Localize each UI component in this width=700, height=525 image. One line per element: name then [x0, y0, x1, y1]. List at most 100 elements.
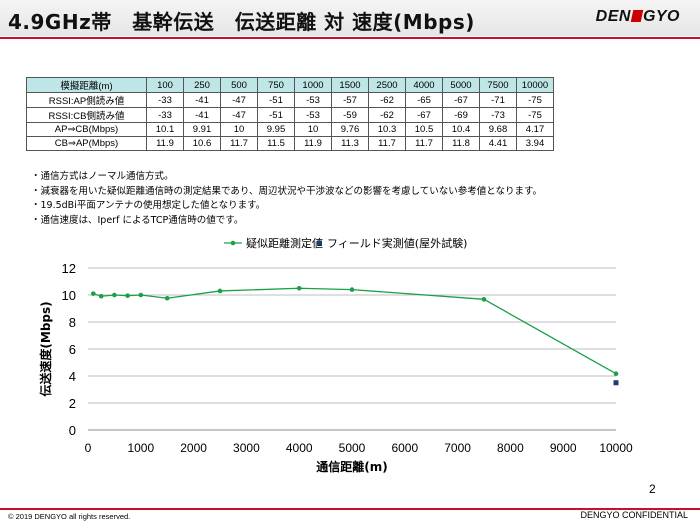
- legend-square-icon: [317, 240, 322, 246]
- note-line: ・通信方式はノーマル通信方式。: [31, 171, 174, 182]
- table-cell: -65: [405, 92, 443, 108]
- table-cell: 11.9: [294, 136, 332, 151]
- table-cell: -41: [183, 107, 221, 123]
- table-cell: -53: [294, 92, 332, 108]
- data-point: [349, 287, 355, 292]
- note-line: ・減衰器を用いた疑似距離通信時の測定結果であり、周辺状況や干渉波などの影響を考慮…: [31, 185, 543, 197]
- table-cell: -69: [442, 107, 480, 123]
- table-cell: 11.8: [442, 136, 480, 151]
- logo-mark-icon: [630, 10, 644, 22]
- table-cell: 10.1: [146, 122, 184, 137]
- x-tick-label: 8000: [497, 441, 524, 455]
- table-cell: -53: [294, 107, 332, 123]
- y-tick-label: 2: [69, 396, 76, 411]
- table-cell: -51: [257, 92, 295, 108]
- confidential-label: DENGYO CONFIDENTIAL: [580, 510, 688, 520]
- speed-chart: 0 2 4 6 8 10 12 0 1000 2000 3000 4000 5000 6000 7000 80…: [38, 236, 633, 474]
- data-point: [296, 285, 302, 291]
- table-header-distance: 750: [257, 77, 295, 93]
- company-logo: DEN GYO: [596, 8, 680, 26]
- footer-divider: [0, 508, 700, 510]
- page-title: 4.9GHz帯 基幹伝送 伝送距離 対 速度(Mbps): [8, 10, 475, 34]
- table-header-distance: 500: [220, 77, 258, 93]
- x-tick-label: 3000: [233, 441, 260, 455]
- table-cell: 10.4: [442, 122, 480, 137]
- table-cell: 10: [220, 122, 258, 137]
- table-cell: -73: [479, 107, 517, 123]
- y-tick-label: 0: [69, 423, 76, 438]
- table-header-label: 模擬距離(m): [26, 77, 147, 93]
- x-tick-label: 5000: [339, 441, 366, 455]
- table-cell: -57: [331, 92, 369, 108]
- x-tick-label: 6000: [391, 441, 418, 455]
- data-point: [217, 288, 223, 294]
- data-point: [613, 371, 619, 377]
- table-row: AP⇒CB(Mbps) 10.1 9.91 10 9.95 10 9.76 10.3 10.5 1…: [26, 122, 554, 137]
- table-cell: 3.94: [516, 136, 554, 151]
- table-cell: -71: [479, 92, 517, 108]
- table-cell: 9.68: [479, 122, 517, 137]
- page-number: 2: [649, 482, 656, 496]
- y-tick-label: 6: [69, 342, 76, 357]
- table-row-label: CB⇒AP(Mbps): [26, 136, 147, 151]
- table-header-distance: 7500: [479, 77, 517, 93]
- table-row: RSSI:AP側読み値 -33 -41 -47 -51 -53 -57 -62 -65 -67 -7…: [26, 92, 554, 108]
- table-cell: -33: [146, 107, 184, 123]
- table-cell: -62: [368, 107, 406, 123]
- table-cell: 9.76: [331, 122, 369, 137]
- legend-marker-icon: [230, 240, 236, 246]
- data-point: [138, 292, 144, 298]
- table-row-label: AP⇒CB(Mbps): [26, 122, 147, 137]
- table-header-distance: 1500: [331, 77, 369, 93]
- table-cell: 9.95: [257, 122, 295, 137]
- legend-label: 疑似距離測定値: [246, 236, 323, 250]
- table-cell: -67: [405, 107, 443, 123]
- y-tick-label: 12: [62, 261, 76, 276]
- table-header-distance: 1000: [294, 77, 332, 93]
- table-header-row: 模擬距離(m) 100 250 500 750 1000 1500 2500 4000 5000 7…: [26, 77, 554, 93]
- x-axis-label: 通信距離(m): [316, 459, 387, 474]
- notes: ・通信方式はノーマル通信方式。・減衰器を用いた疑似距離通信時の測定結果であり、周…: [31, 170, 542, 228]
- table-cell: 10.5: [405, 122, 443, 137]
- data-point: [164, 295, 170, 301]
- table-header-distance: 10000: [516, 77, 554, 93]
- table-cell: 11.7: [220, 136, 258, 151]
- y-tick-label: 8: [69, 315, 76, 330]
- table-cell: 4.17: [516, 122, 554, 137]
- table-header-distance: 100: [146, 77, 184, 93]
- legend-label: フィールド実測値(屋外試験): [327, 236, 467, 250]
- table-cell: 10: [294, 122, 332, 137]
- table-cell: 11.7: [368, 136, 406, 151]
- table-cell: -75: [516, 107, 554, 123]
- x-tick-label: 10000: [599, 441, 633, 455]
- table-cell: 9.91: [183, 122, 221, 137]
- y-tick-label: 4: [69, 369, 76, 384]
- note-line: ・19.5dBi平面アンテナの使用想定した値となります。: [31, 200, 266, 211]
- table-cell: -51: [257, 107, 295, 123]
- table-header-distance: 250: [183, 77, 221, 93]
- header-band: [0, 0, 700, 36]
- table-cell: 4.41: [479, 136, 517, 151]
- table-cell: 10.3: [368, 122, 406, 137]
- y-tick-label: 10: [62, 288, 76, 303]
- table-row-label: RSSI:AP側読み値: [26, 92, 147, 108]
- table-cell: 11.9: [146, 136, 184, 151]
- table-header-distance: 4000: [405, 77, 443, 93]
- series-line-0: [93, 287, 617, 375]
- table-row-label: RSSI:CB側読み値: [26, 107, 147, 123]
- table-cell: -47: [220, 92, 258, 108]
- data-point: [90, 291, 96, 296]
- logo-text-right: GYO: [642, 8, 680, 25]
- x-tick-label: 7000: [444, 441, 471, 455]
- x-tick-label: 1000: [127, 441, 154, 455]
- table-header-distance: 5000: [442, 77, 480, 93]
- data-point: [98, 293, 104, 299]
- table-cell: -41: [183, 92, 221, 108]
- table-cell: 11.3: [331, 136, 369, 151]
- data-point: [481, 297, 487, 302]
- table-cell: -62: [368, 92, 406, 108]
- table-cell: 11.7: [405, 136, 443, 151]
- table-header-distance: 2500: [368, 77, 406, 93]
- table-cell: 11.5: [257, 136, 295, 151]
- x-tick-label: 0: [85, 441, 92, 455]
